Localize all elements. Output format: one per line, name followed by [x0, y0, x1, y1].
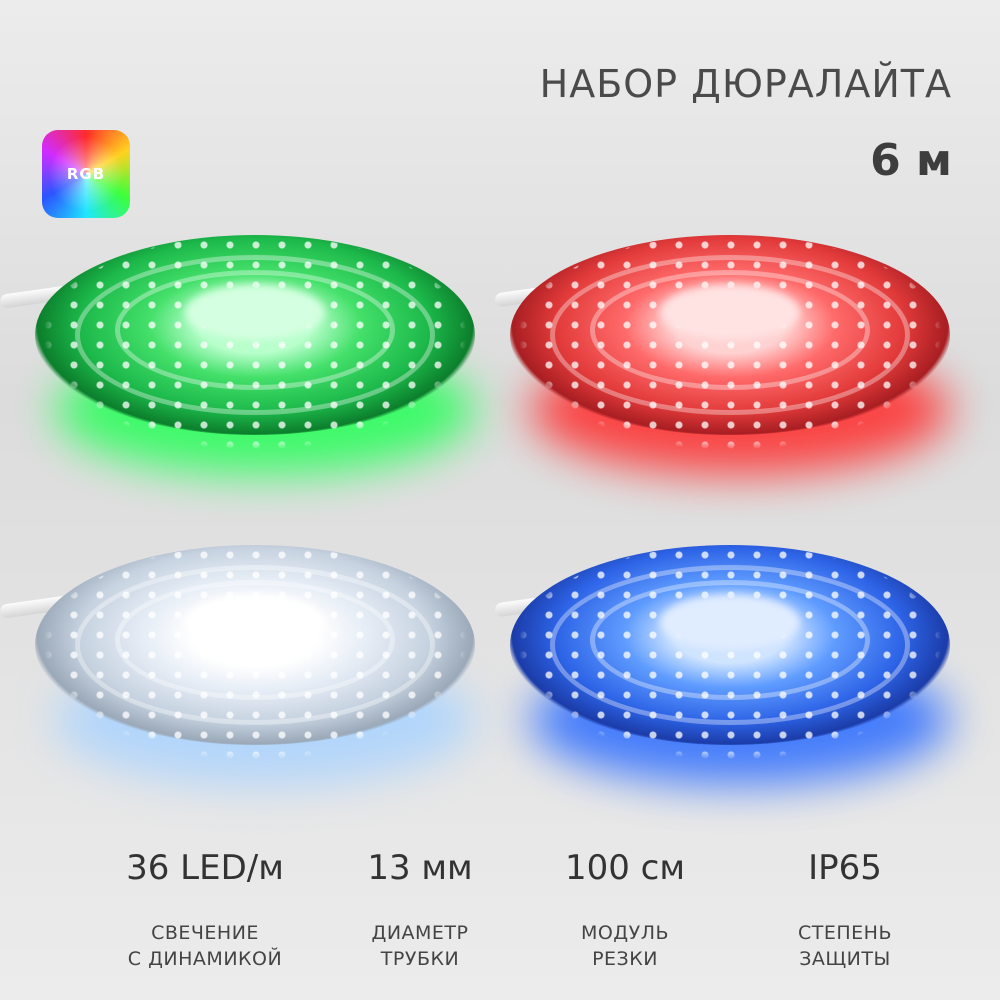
spec-label-line: МОДУЛЬ [580, 922, 670, 944]
spec-value: 36 LED/м [126, 848, 284, 888]
spec-label: ДИАМЕТР ТРУБКИ [340, 920, 500, 972]
coil-center [185, 595, 325, 650]
spec-label: СТЕПЕНЬ ЗАЩИТЫ [760, 920, 930, 972]
blue-light-coil [510, 545, 950, 785]
green-light-coil [35, 235, 475, 475]
spec-label-line: ТРУБКИ [380, 948, 460, 970]
spec-label-line: РЕЗКИ [592, 948, 658, 970]
spec-label-line: С ДИНАМИКОЙ [127, 948, 283, 970]
coil-center [660, 285, 800, 340]
coil-center [185, 285, 325, 340]
white-light-coil [35, 545, 475, 785]
coil-center [660, 595, 800, 650]
rgb-badge-text: RGB [66, 165, 106, 183]
spec-cut-module: 100 см МОДУЛЬ РЕЗКИ [545, 848, 705, 972]
spec-tube-diameter: 13 мм ДИАМЕТР ТРУБКИ [340, 848, 500, 972]
red-light-coil [510, 235, 950, 475]
spec-led-density: 36 LED/м СВЕЧЕНИЕ С ДИНАМИКОЙ [95, 848, 315, 972]
spec-label-line: ДИАМЕТР [371, 922, 469, 944]
spec-label-line: СВЕЧЕНИЕ [151, 922, 259, 944]
spec-value: 13 мм [367, 848, 473, 888]
spec-value: IP65 [808, 848, 882, 888]
spec-value: 100 см [564, 848, 686, 888]
coil-leds [510, 235, 950, 455]
coil-leds [35, 235, 475, 455]
product-title: НАБОР ДЮРАЛАЙТА [539, 62, 952, 106]
coil-leds [35, 545, 475, 765]
coil-leds [510, 545, 950, 765]
spec-label: МОДУЛЬ РЕЗКИ [545, 920, 705, 972]
length-label: 6 м [870, 135, 952, 186]
rgb-badge: RGB [42, 130, 130, 218]
spec-label-line: ЗАЩИТЫ [799, 948, 891, 970]
spec-protection-rating: IP65 СТЕПЕНЬ ЗАЩИТЫ [760, 848, 930, 972]
spec-label-line: СТЕПЕНЬ [798, 922, 892, 944]
spec-label: СВЕЧЕНИЕ С ДИНАМИКОЙ [95, 920, 315, 972]
